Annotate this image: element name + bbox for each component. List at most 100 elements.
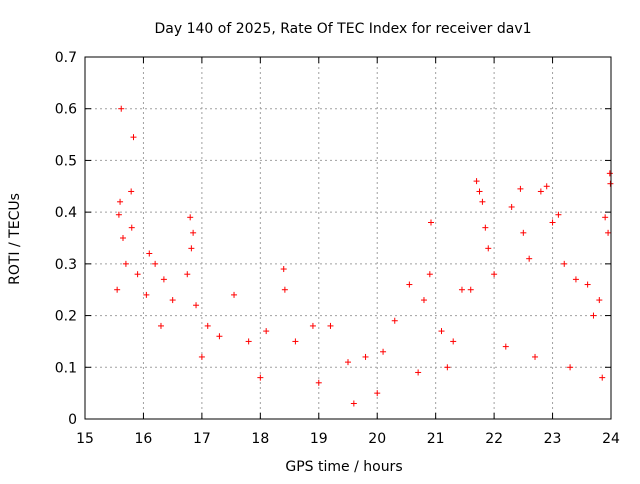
data-point <box>567 364 574 371</box>
data-point <box>118 105 125 112</box>
data-point <box>572 276 579 283</box>
data-point <box>502 343 509 350</box>
data-point <box>160 276 167 283</box>
grid-lines <box>85 57 611 419</box>
data-point <box>420 297 427 304</box>
data-point <box>198 353 205 360</box>
x-axis-label: GPS time / hours <box>285 459 402 475</box>
x-tick-label: 20 <box>368 431 386 447</box>
data-point <box>458 286 465 293</box>
data-point <box>374 390 381 397</box>
y-axis-label: ROTI / TECUs <box>7 193 23 285</box>
data-point <box>187 214 194 221</box>
data-point <box>508 203 515 210</box>
x-tick-label: 17 <box>193 431 211 447</box>
data-point <box>406 281 413 288</box>
data-point <box>391 317 398 324</box>
data-point <box>190 229 197 236</box>
data-point <box>152 260 159 267</box>
data-point <box>309 322 316 329</box>
y-tick-label: 0.6 <box>55 102 77 118</box>
data-point <box>549 219 556 226</box>
data-point <box>473 178 480 185</box>
x-tick-label: 16 <box>135 431 153 447</box>
x-tick-label: 23 <box>544 431 562 447</box>
y-tick-label: 0 <box>68 412 77 428</box>
data-point <box>517 185 524 192</box>
y-tick-label: 0.2 <box>55 309 77 325</box>
x-tick-label: 22 <box>485 431 503 447</box>
data-point <box>292 338 299 345</box>
x-tick-label: 15 <box>76 431 94 447</box>
data-point <box>543 183 550 190</box>
data-point <box>526 255 533 262</box>
data-point <box>596 297 603 304</box>
data-point <box>280 266 287 273</box>
data-point <box>115 211 122 218</box>
data-point <box>426 271 433 278</box>
data-point <box>607 180 614 187</box>
data-point <box>184 271 191 278</box>
data-point <box>606 170 613 177</box>
data-point <box>117 198 124 205</box>
data-point <box>532 353 539 360</box>
data-point <box>482 224 489 231</box>
data-point <box>444 364 451 371</box>
data-point <box>491 271 498 278</box>
data-point <box>169 297 176 304</box>
data-point <box>281 286 288 293</box>
x-tick-label: 19 <box>310 431 328 447</box>
data-point <box>415 369 422 376</box>
data-point <box>476 188 483 195</box>
data-point <box>188 245 195 252</box>
data-point <box>362 353 369 360</box>
data-point <box>157 322 164 329</box>
data-point <box>584 281 591 288</box>
data-point <box>146 250 153 257</box>
data-point <box>438 328 445 335</box>
plot-frame <box>84 56 612 420</box>
data-point <box>485 245 492 252</box>
data-point <box>380 348 387 355</box>
data-point <box>602 214 609 221</box>
data-point <box>327 322 334 329</box>
y-tick-label: 0.1 <box>55 360 77 376</box>
data-point <box>450 338 457 345</box>
x-tick-label: 21 <box>427 431 445 447</box>
data-point <box>479 198 486 205</box>
data-point <box>537 188 544 195</box>
axis-ticks: 15 16 17 18 19 20 21 22 23 24 0 0.1 0.2 0.3 0.4 0.5 0.6 0… <box>55 50 620 447</box>
data-point <box>122 260 129 267</box>
data-point <box>520 229 527 236</box>
x-tick-label: 24 <box>602 431 620 447</box>
data-point <box>590 312 597 319</box>
data-point <box>245 338 252 345</box>
data-point <box>193 302 200 309</box>
data-point <box>231 291 238 298</box>
data-point <box>143 291 150 298</box>
y-tick-label: 0.3 <box>55 257 77 273</box>
data-point <box>128 188 135 195</box>
data-point <box>315 379 322 386</box>
data-point <box>114 286 121 293</box>
data-point <box>204 322 211 329</box>
chart-title: Day 140 of 2025, Rate Of TEC Index for r… <box>154 21 531 37</box>
data-point <box>467 286 474 293</box>
data-point <box>561 260 568 267</box>
data-point <box>555 211 562 218</box>
data-point <box>605 229 612 236</box>
data-point <box>427 219 434 226</box>
data-point <box>130 134 137 141</box>
data-point <box>599 374 606 381</box>
data-point <box>257 374 264 381</box>
y-tick-label: 0.4 <box>55 205 77 221</box>
data-point <box>134 271 141 278</box>
y-tick-label: 0.7 <box>55 50 77 66</box>
data-point <box>128 224 135 231</box>
data-point <box>119 235 126 241</box>
x-tick-label: 18 <box>251 431 269 447</box>
y-tick-label: 0.5 <box>55 153 77 169</box>
data-point <box>263 328 270 335</box>
